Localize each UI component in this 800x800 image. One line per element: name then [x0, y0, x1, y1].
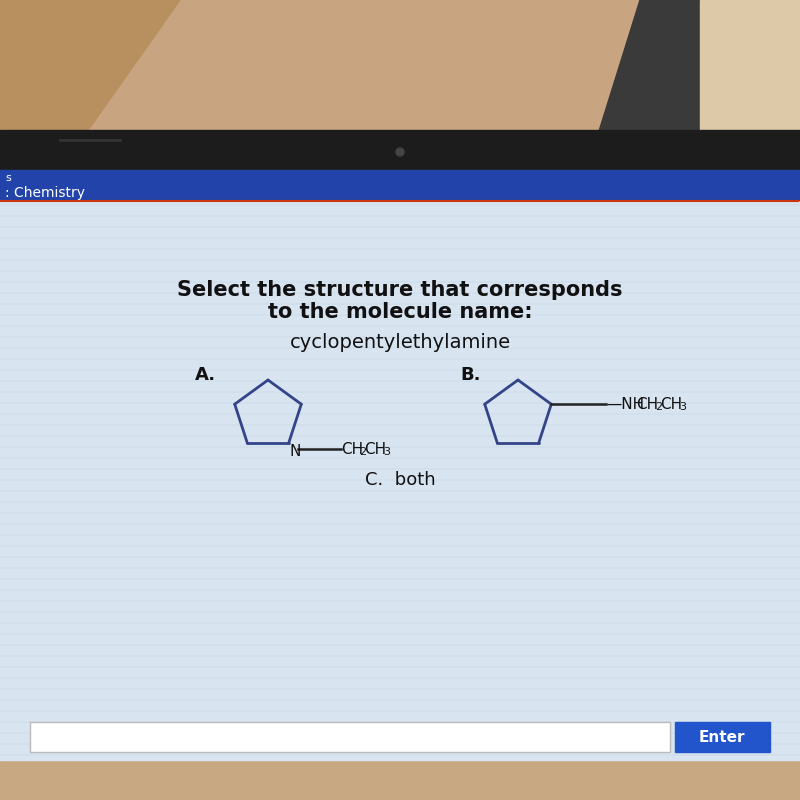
Text: s: s: [5, 173, 10, 183]
Text: B.: B.: [460, 366, 481, 384]
Circle shape: [396, 148, 404, 156]
Bar: [0, 200, 800, 760]
Text: CH: CH: [660, 397, 682, 412]
Bar: [0, 170, 800, 200]
Text: : Chemistry: : Chemistry: [5, 186, 85, 200]
Text: Select the structure that corresponds: Select the structure that corresponds: [178, 280, 622, 300]
Bar: [675, 722, 770, 752]
Text: —NH: —NH: [606, 397, 645, 412]
Bar: [30, 722, 670, 752]
Bar: [700, 0, 800, 170]
Text: C.  both: C. both: [365, 471, 435, 489]
Text: CH: CH: [365, 442, 386, 457]
Text: N: N: [290, 444, 301, 459]
Text: Enter: Enter: [698, 730, 746, 745]
Text: CH: CH: [342, 442, 364, 457]
Text: 3: 3: [679, 402, 686, 412]
Polygon shape: [0, 0, 180, 170]
Text: 3: 3: [383, 447, 390, 458]
Text: 2: 2: [359, 447, 366, 458]
Polygon shape: [590, 0, 720, 160]
Bar: [0, 130, 800, 170]
Text: 2: 2: [655, 402, 662, 412]
Text: A.: A.: [195, 366, 216, 384]
Text: to the molecule name:: to the molecule name:: [268, 302, 532, 322]
Text: cyclopentylethylamine: cyclopentylethylamine: [290, 333, 510, 351]
Text: CH: CH: [636, 397, 658, 412]
Bar: [0, 0, 800, 170]
